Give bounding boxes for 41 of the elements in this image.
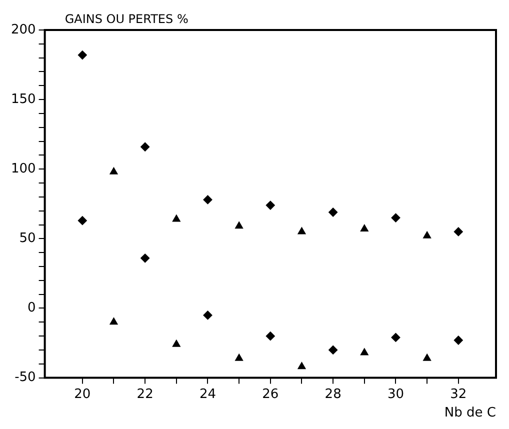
point	[140, 254, 150, 263]
point	[454, 336, 463, 345]
y-tick-label: 0	[28, 300, 36, 316]
y-tick-label: 50	[19, 231, 36, 246]
x-tick-label: 20	[74, 386, 91, 402]
point	[110, 167, 118, 174]
point	[328, 345, 338, 354]
point	[110, 318, 118, 325]
point	[328, 208, 338, 217]
point	[298, 362, 306, 370]
point	[360, 348, 368, 356]
point	[203, 195, 212, 204]
point	[235, 354, 244, 361]
point	[391, 213, 400, 222]
point	[78, 50, 87, 60]
x-tick-label: 22	[136, 386, 154, 402]
x-axis-title: Nb de C	[444, 406, 496, 421]
x-tick-label: 28	[324, 386, 342, 402]
point	[203, 310, 212, 320]
point	[423, 231, 432, 238]
point	[454, 227, 463, 236]
point	[172, 214, 180, 222]
x-tick-label: 30	[387, 386, 404, 402]
y-tick-label: -50	[14, 370, 36, 386]
x-tick-label: 24	[199, 386, 216, 402]
y-axis-title: GAINS OU PERTES %	[64, 12, 188, 26]
point	[172, 340, 180, 347]
point	[391, 332, 400, 342]
x-tick-label: 32	[450, 386, 467, 402]
point	[298, 227, 306, 234]
point	[266, 200, 275, 210]
point	[423, 354, 432, 361]
point	[360, 224, 368, 232]
point	[266, 332, 275, 341]
point	[235, 222, 244, 229]
y-tick-label: 100	[10, 161, 36, 176]
y-tick-label: 150	[10, 92, 36, 107]
y-tick-label: 200	[10, 22, 36, 38]
point	[78, 216, 87, 226]
x-tick-label: 26	[262, 386, 279, 402]
point	[140, 142, 150, 152]
